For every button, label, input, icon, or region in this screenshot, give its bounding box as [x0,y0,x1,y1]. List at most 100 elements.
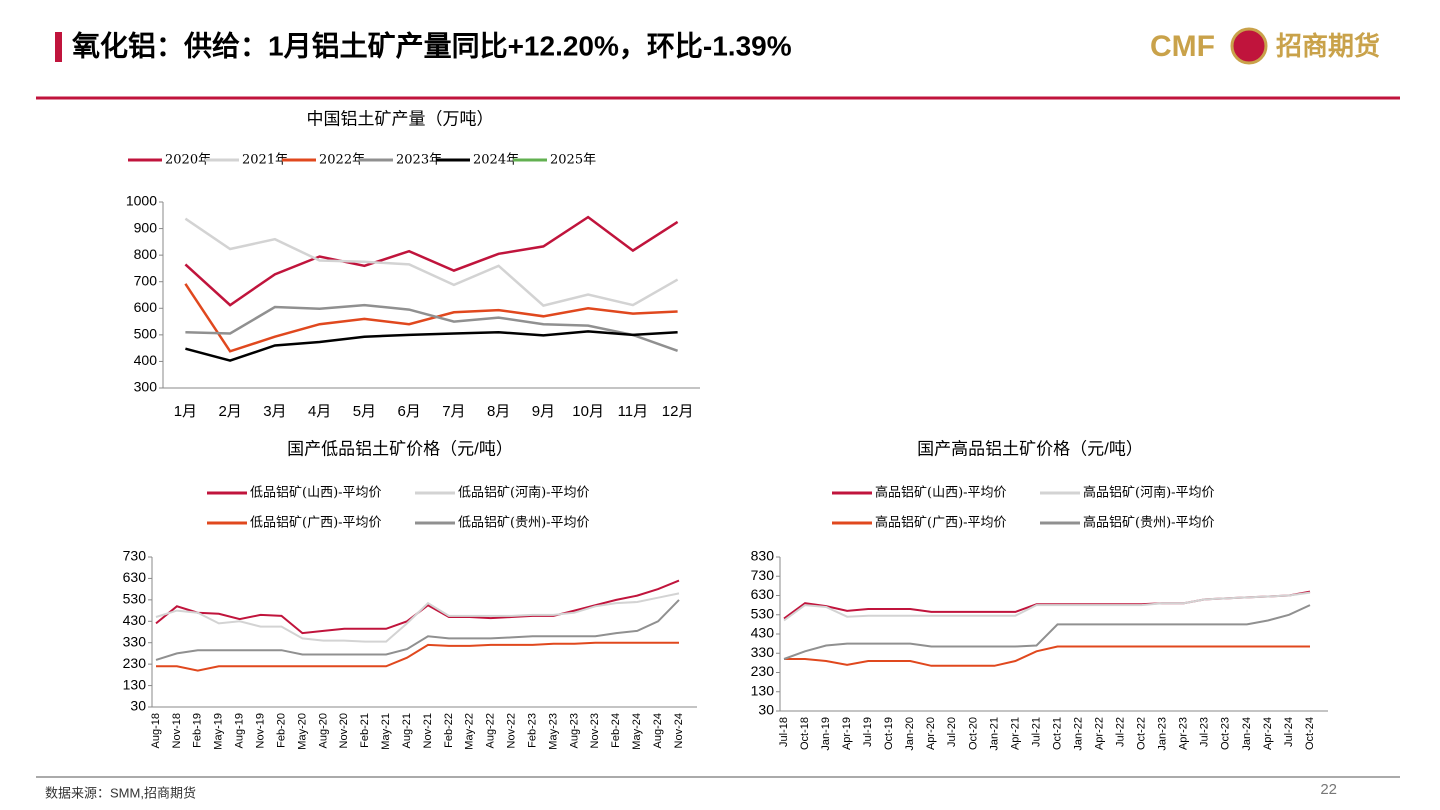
logo-icon [1230,27,1268,65]
x-tick-label: Aug-19 [234,713,246,748]
x-tick-label: Apr-22 [1094,717,1106,750]
series-line [155,579,680,635]
x-tick-label: 4月 [308,403,331,420]
x-tick-label: Jul-22 [1115,717,1127,747]
legend-label: 高品铝矿(山西)-平均价 [875,485,1007,501]
x-tick-label: Jul-24 [1283,717,1295,747]
x-tick-label: Feb-22 [443,713,455,748]
legend-label: 高品铝矿(贵州)-平均价 [1083,515,1215,531]
chart-title: 国产低品铝土矿价格（元/吨） [287,439,513,458]
x-tick-label: Oct-18 [799,717,811,750]
y-tick-label: 330 [123,633,147,649]
y-tick-label: 30 [758,702,774,718]
x-tick-label: Apr-19 [841,717,853,750]
x-tick-label: Jul-20 [946,717,958,747]
y-tick-label: 900 [134,219,158,235]
x-tick-label: 11月 [618,403,649,420]
y-tick-label: 130 [751,682,775,698]
y-tick-label: 300 [134,379,158,395]
page-number: 22 [1320,781,1337,798]
x-tick-label: Aug-23 [568,713,580,748]
x-tick-label: Aug-24 [652,713,664,748]
x-tick-label: Aug-18 [150,713,162,748]
series-line [783,591,1311,622]
x-tick-label: Jul-18 [778,717,790,747]
logo-name: 招商期货 [1276,31,1380,61]
y-tick-label: 830 [751,548,775,564]
y-tick-label: 730 [751,567,775,583]
x-tick-label: Nov-22 [506,713,518,748]
x-tick-label: Feb-24 [610,713,622,748]
x-tick-label: Apr-24 [1262,717,1274,750]
series-line [184,283,678,353]
logo-brand: CMF [1150,30,1215,63]
y-tick-label: 700 [134,272,158,288]
legend-label: 低品铝矿(河南)-平均价 [458,485,590,501]
x-tick-label: Aug-21 [401,713,413,748]
x-tick-label: May-23 [547,713,559,750]
x-tick-label: Apr-21 [1009,717,1021,750]
y-tick-label: 600 [134,299,158,315]
y-tick-label: 530 [123,591,147,607]
x-tick-label: Nov-18 [171,713,183,748]
x-tick-label: May-21 [380,713,392,750]
x-tick-label: May-19 [213,713,225,750]
y-tick-label: 630 [751,586,775,602]
legend-label: 2025年 [550,153,596,168]
y-tick-label: 130 [123,676,147,692]
legend-label: 2021年 [242,153,288,168]
series-line [185,303,679,352]
x-tick-label: Nov-24 [673,713,685,748]
x-tick-label: Jan-22 [1072,717,1084,751]
series-line [156,641,679,672]
x-tick-label: Oct-19 [883,717,895,750]
legend-label: 2022年 [319,153,365,168]
x-tick-label: Feb-19 [192,713,204,748]
legend-label: 2023年 [396,153,442,168]
legend-label: 2020年 [165,153,211,168]
x-tick-label: Feb-20 [275,713,287,748]
y-tick-label: 430 [751,625,775,641]
x-tick-label: Oct-20 [967,717,979,750]
series-line [185,330,678,362]
x-tick-label: 8月 [487,403,510,420]
legend-label: 高品铝矿(广西)-平均价 [875,515,1007,531]
x-tick-label: Feb-21 [359,713,371,748]
source: 数据来源：SMM,招商期货 [45,785,196,800]
y-tick-label: 500 [134,326,158,342]
y-tick-label: 800 [134,246,158,262]
slide-title: 氧化铝：供给：1月铝土矿产量同比+12.20%，环比-1.39% [72,30,792,61]
x-tick-label: Oct-24 [1304,717,1316,750]
x-tick-label: May-22 [464,713,476,750]
chart-title: 中国铝土矿产量（万吨） [307,109,494,128]
x-tick-label: Nov-19 [255,713,267,748]
x-tick-label: May-24 [631,713,643,750]
legend-label: 低品铝矿(广西)-平均价 [250,516,382,531]
series-line [783,604,1311,660]
x-tick-label: Oct-23 [1220,717,1232,750]
x-tick-label: Jan-23 [1157,717,1169,751]
y-tick-label: 730 [123,548,147,564]
legend-label: 2024年 [473,153,519,168]
x-tick-label: 2月 [218,403,241,420]
x-tick-label: 10月 [572,403,604,420]
x-tick-label: Nov-23 [589,713,601,748]
x-tick-label: 12月 [662,403,694,420]
legend-label: 低品铝矿(山西)-平均价 [250,486,382,501]
x-tick-label: Oct-22 [1136,717,1148,750]
y-tick-label: 30 [130,698,146,714]
legend-label: 高品铝矿(河南)-平均价 [1083,485,1215,501]
y-tick-label: 530 [751,605,775,621]
y-tick-label: 430 [123,612,147,628]
x-tick-label: Jul-21 [1030,717,1042,747]
y-tick-label: 230 [123,655,147,671]
series-line [155,599,680,661]
title-bar [55,32,62,62]
series-line [784,645,1310,667]
y-tick-label: 230 [751,663,775,679]
x-tick-label: Nov-21 [422,713,434,748]
x-tick-label: Nov-20 [338,713,350,748]
y-tick-label: 1000 [126,193,157,209]
x-tick-label: Jul-23 [1199,717,1211,747]
